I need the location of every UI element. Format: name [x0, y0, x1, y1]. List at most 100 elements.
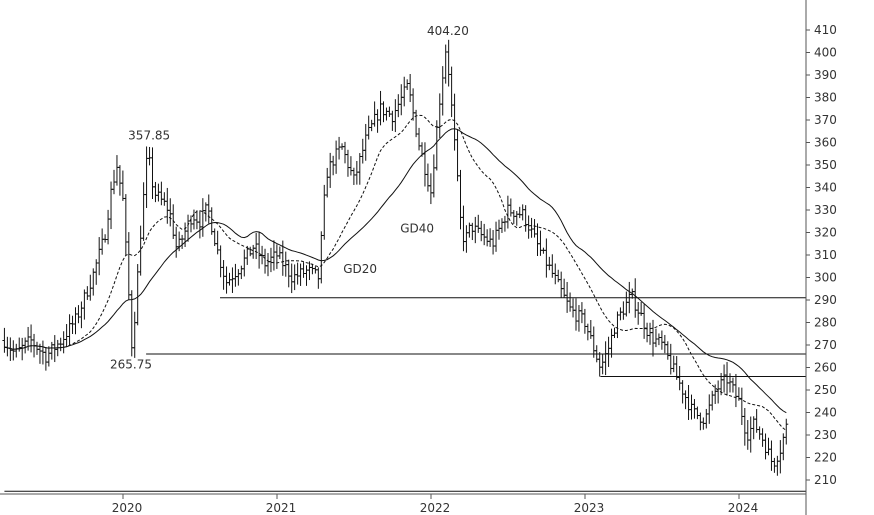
- y-tick-label: 380: [814, 91, 837, 105]
- ohlc-bar: [559, 271, 564, 298]
- ohlc-bar: [100, 228, 105, 255]
- annotation-label: 404.20: [427, 24, 469, 38]
- ohlc-bar: [123, 194, 128, 256]
- y-tick-label: 340: [814, 181, 837, 195]
- y-tick-label: 330: [814, 203, 837, 217]
- ohlc-bar: [168, 198, 173, 227]
- ohlc-bar: [431, 154, 436, 198]
- ohlc-bar: [369, 119, 374, 132]
- ohlc-bar: [114, 155, 119, 186]
- ohlc-bar: [725, 362, 730, 396]
- ohlc-bar: [286, 259, 291, 288]
- ohlc-bar: [437, 93, 442, 139]
- ohlc-bar: [206, 194, 211, 224]
- ohlc-bar: [268, 247, 273, 273]
- ohlc-bar: [117, 165, 122, 196]
- ohlc-bar: [428, 173, 433, 205]
- ohlc-bar: [334, 140, 339, 174]
- ohlc-bar: [150, 147, 155, 200]
- ohlc-bar: [337, 136, 342, 160]
- y-tick-label: 270: [814, 338, 837, 352]
- ohlc-bar: [120, 170, 125, 201]
- ohlc-bar: [523, 205, 528, 232]
- ohlc-bar: [76, 305, 81, 324]
- ohlc-bar: [568, 292, 573, 312]
- ohlc-bar: [132, 311, 137, 358]
- ohlc-bar: [417, 127, 422, 151]
- ohlc-bar: [165, 187, 170, 224]
- ohlc-bar: [230, 267, 235, 293]
- ohlc-bar: [491, 230, 496, 255]
- ohlc-bar: [505, 195, 510, 229]
- ohlc-bar: [710, 390, 715, 411]
- ohlc-bar: [461, 205, 466, 252]
- ohlc-bar: [263, 248, 268, 274]
- y-tick-label: 390: [814, 68, 837, 82]
- ohlc-bar: [517, 206, 522, 219]
- ohlc-bar: [304, 265, 309, 286]
- y-tick-label: 320: [814, 226, 837, 240]
- ohlc-bar: [689, 394, 694, 420]
- ohlc-bar: [67, 314, 72, 346]
- ohlc-bar: [2, 327, 7, 353]
- ohlc-bar: [642, 304, 647, 339]
- y-tick-label: 360: [814, 136, 837, 150]
- ohlc-bar: [43, 346, 48, 371]
- ohlc-bar: [476, 214, 481, 233]
- ohlc-bar: [159, 181, 164, 206]
- ohlc-bar: [414, 109, 419, 138]
- y-tick-label: 290: [814, 293, 837, 307]
- ohlc-bar: [85, 286, 90, 300]
- annotation-label: 357.85: [128, 128, 170, 142]
- ohlc-bar: [571, 298, 576, 318]
- ohlc-bar: [29, 324, 34, 353]
- ohlc-bar: [508, 198, 513, 217]
- ohlc-bar: [289, 263, 294, 294]
- ohlc-bar: [650, 319, 655, 357]
- ohlc-bar: [757, 426, 762, 440]
- ohlc-bar: [162, 192, 167, 206]
- ohlc-bar: [656, 333, 661, 346]
- ohlc-bar: [265, 253, 270, 277]
- ohlc-bar: [209, 207, 214, 235]
- ohlc-bar: [648, 322, 653, 345]
- ohlc-bar: [680, 380, 685, 404]
- ohlc-bar: [147, 146, 152, 166]
- ohlc-bar: [544, 238, 549, 278]
- ohlc-bar: [325, 167, 330, 198]
- x-tick-label: 2020: [112, 501, 143, 515]
- ohlc-bar: [224, 266, 229, 294]
- ohlc-bar: [499, 218, 504, 233]
- ohlc-bar: [547, 256, 552, 271]
- ohlc-bar: [242, 249, 247, 277]
- ohlc-bar: [603, 341, 608, 376]
- ohlc-bar: [624, 291, 629, 317]
- y-tick-label: 400: [814, 46, 837, 60]
- ohlc-bar: [556, 269, 561, 283]
- ohlc-bar: [716, 380, 721, 404]
- ohlc-bar: [292, 264, 297, 291]
- ohlc-bar: [331, 155, 336, 176]
- ohlc-bar: [579, 302, 584, 324]
- ohlc-bar: [473, 216, 478, 244]
- ohlc-bar: [61, 331, 66, 354]
- ohlc-bar: [197, 211, 202, 239]
- ohlc-bar: [683, 390, 688, 410]
- ohlc-bar: [713, 384, 718, 404]
- ohlc-bar: [582, 308, 587, 334]
- ohlc-bar: [494, 221, 499, 252]
- ohlc-bar: [698, 412, 703, 431]
- ohlc-bar: [310, 263, 315, 275]
- ohlc-bar: [52, 335, 57, 363]
- gd20-moving-average-line: [4, 114, 787, 431]
- ohlc-bar: [502, 215, 507, 232]
- ohlc-bar: [363, 123, 368, 161]
- y-tick-label: 410: [814, 23, 837, 37]
- y-axis-ticks: 210 220 230 240 250 260 270 280 290 300 310 320 330 3…: [806, 23, 837, 487]
- ohlc-bar: [64, 324, 69, 347]
- ohlc-bar: [458, 169, 463, 230]
- ohlc-bar: [443, 44, 448, 84]
- annotation-label: GD40: [400, 222, 434, 236]
- ohlc-bar: [251, 244, 256, 259]
- ohlc-bar: [665, 341, 670, 360]
